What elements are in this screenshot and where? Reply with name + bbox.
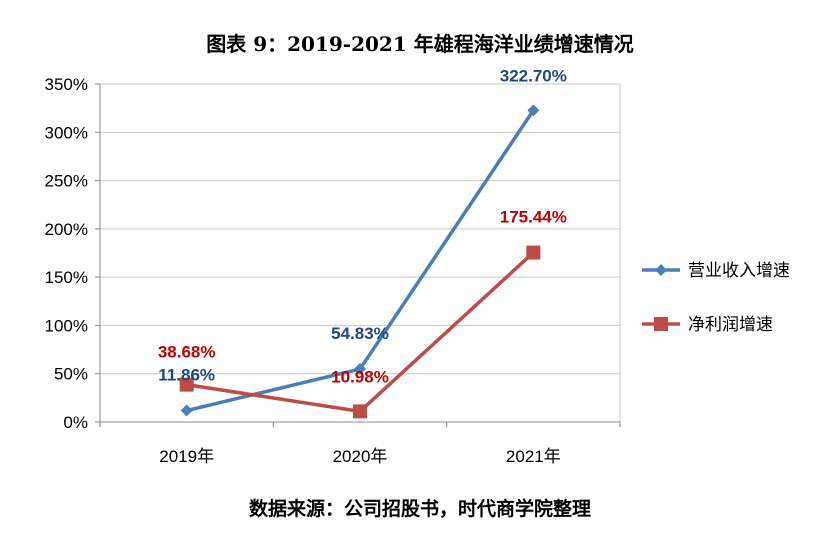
data-point-marker	[354, 363, 366, 376]
y-tick-label: 0%	[63, 413, 88, 432]
legend-label: 营业收入增速	[688, 261, 790, 281]
y-tick-label: 150%	[45, 268, 88, 287]
x-tick-label: 2021年	[506, 447, 561, 466]
y-tick-label: 350%	[45, 75, 88, 94]
legend-label: 净利润增速	[688, 315, 773, 335]
y-tick-label: 100%	[45, 316, 88, 335]
data-label: 11.86%	[158, 366, 215, 385]
y-tick-label: 300%	[45, 123, 88, 142]
data-point-marker	[180, 404, 193, 417]
data-point-marker	[654, 317, 668, 331]
chart-title: 图表 9：2019-2021 年雄程海洋业绩增速情况	[206, 32, 634, 56]
x-tick-label: 2020年	[333, 447, 388, 466]
data-point-marker	[655, 264, 667, 276]
data-label: 175.44%	[500, 208, 567, 227]
data-point-marker	[353, 404, 367, 419]
x-tick-label: 2019年	[159, 447, 214, 466]
data-point-marker	[526, 245, 541, 260]
y-axis: 0% 50% 100% 150% 200% 250% 300% 350%	[45, 75, 101, 432]
data-label: 54.83%	[331, 324, 389, 343]
y-tick-label: 250%	[45, 172, 88, 191]
data-point-marker	[179, 377, 194, 392]
data-label: 38.68%	[158, 343, 216, 362]
data-label: 10.98%	[331, 367, 389, 386]
x-axis: 2019年 2020年 2021年	[99, 421, 621, 466]
y-tick-label: 200%	[45, 220, 88, 239]
data-labels: 11.86% 54.83% 322.70% 38.68% 10.98% 175.44%	[158, 66, 567, 386]
series-lines	[179, 104, 541, 419]
data-point-marker	[527, 104, 540, 117]
source-note: 数据来源：公司招股书，时代商学院整理	[248, 498, 591, 520]
y-tick-label: 50%	[54, 365, 88, 384]
data-label: 322.70%	[500, 66, 567, 85]
